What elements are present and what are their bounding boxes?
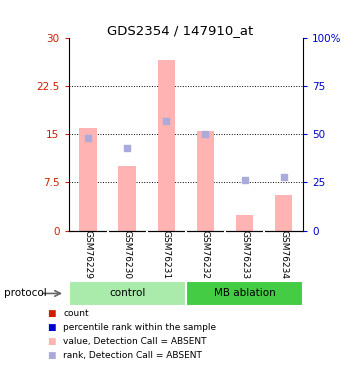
Text: GSM76229: GSM76229 xyxy=(84,231,93,279)
Bar xyxy=(157,60,175,231)
Text: value, Detection Call = ABSENT: value, Detection Call = ABSENT xyxy=(63,337,207,346)
Text: count: count xyxy=(63,309,89,318)
Text: control: control xyxy=(109,288,145,298)
Text: GSM76233: GSM76233 xyxy=(240,230,249,280)
Point xyxy=(85,135,91,141)
Text: percentile rank within the sample: percentile rank within the sample xyxy=(63,323,216,332)
Text: MB ablation: MB ablation xyxy=(214,288,275,298)
Text: rank, Detection Call = ABSENT: rank, Detection Call = ABSENT xyxy=(63,351,202,360)
Text: ■: ■ xyxy=(47,351,56,360)
Text: ■: ■ xyxy=(47,323,56,332)
Text: ■: ■ xyxy=(47,309,56,318)
Point xyxy=(124,145,130,151)
Text: GDS2354 / 147910_at: GDS2354 / 147910_at xyxy=(107,24,254,38)
Bar xyxy=(118,166,136,231)
Text: GSM76234: GSM76234 xyxy=(279,231,288,279)
Point xyxy=(281,174,287,180)
Point xyxy=(203,131,208,137)
Bar xyxy=(275,195,292,231)
Point xyxy=(242,177,248,183)
Bar xyxy=(186,281,303,306)
Text: GSM76232: GSM76232 xyxy=(201,231,210,279)
Text: GSM76230: GSM76230 xyxy=(123,230,132,280)
Text: ■: ■ xyxy=(47,337,56,346)
Bar xyxy=(69,281,186,306)
Text: protocol: protocol xyxy=(4,288,46,298)
Bar xyxy=(79,128,97,231)
Text: GSM76231: GSM76231 xyxy=(162,230,171,280)
Point xyxy=(164,117,169,123)
Bar xyxy=(197,131,214,231)
Bar xyxy=(236,214,253,231)
